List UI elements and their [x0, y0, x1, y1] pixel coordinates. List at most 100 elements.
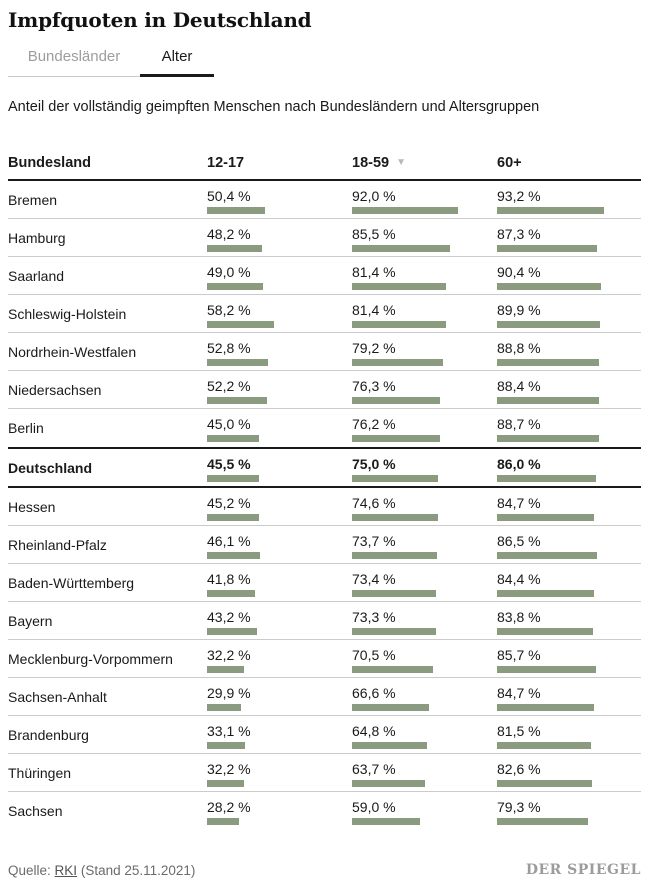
value-bar [497, 435, 599, 442]
cell-60plus: 85,7 % [497, 645, 641, 673]
row-label: Nordrhein-Westfalen [8, 343, 137, 360]
value-bar [207, 358, 268, 366]
chart-footer: Quelle: RKI (Stand 25.11.2021) DER SPIEG… [8, 862, 641, 878]
table-row: Schleswig-Holstein 58,2 % 81,4 % 89,9 % [8, 295, 641, 333]
table-row: Bremen 50,4 % 92,0 % 93,2 % [8, 181, 641, 219]
cell-60plus: 90,4 % [497, 262, 641, 290]
cell-60plus: 86,5 % [497, 531, 641, 559]
value-bar [207, 703, 242, 711]
table-row: Berlin 45,0 % 76,2 % 88,7 % [8, 409, 641, 447]
value-bar [352, 244, 451, 252]
cell-18-59: 63,7 % [352, 759, 497, 787]
value-label: 93,2 % [497, 187, 541, 204]
value-bar [352, 665, 434, 673]
value-label: 73,4 % [352, 570, 396, 587]
column-header-18-59[interactable]: 18-59 ▼ [352, 155, 497, 171]
value-bar [352, 396, 440, 404]
source-link-rki[interactable]: RKI [54, 862, 78, 878]
cell-12-17: 41,8 % [207, 569, 352, 597]
cell-12-17: 32,2 % [207, 759, 352, 787]
cell-12-17: 29,9 % [207, 683, 352, 711]
row-label: Schleswig-Holstein [8, 305, 127, 322]
value-label: 74,6 % [352, 494, 396, 511]
value-label: 86,0 % [497, 455, 541, 472]
cell-12-17: 50,4 % [207, 186, 352, 214]
chart-subtitle: Anteil der vollständig geimpften Mensche… [8, 99, 540, 115]
cell-12-17: 32,2 % [207, 645, 352, 673]
value-label: 76,3 % [352, 377, 396, 394]
value-label: 41,8 % [207, 570, 251, 587]
cell-60plus: 84,7 % [497, 683, 641, 711]
tab-bar: Bundesländer Alter [8, 44, 641, 77]
cell-18-59: 75,0 % [352, 454, 497, 482]
page-title: Impfquoten in Deutschland [8, 8, 312, 32]
value-bar [207, 396, 267, 404]
row-label: Sachsen-Anhalt [8, 688, 107, 705]
value-bar [497, 665, 596, 673]
tab-alter[interactable]: Alter [140, 44, 214, 77]
value-bar [497, 320, 601, 328]
cell-12-17: 45,2 % [207, 493, 352, 521]
value-label: 45,5 % [207, 455, 251, 472]
value-label: 73,7 % [352, 532, 396, 549]
row-label: Saarland [8, 267, 65, 284]
value-label: 50,4 % [207, 187, 251, 204]
row-label: Niedersachsen [8, 381, 102, 398]
cell-60plus: 79,3 % [497, 797, 641, 825]
value-bar [207, 741, 246, 749]
cell-18-59: 73,7 % [352, 531, 497, 559]
tab-bundeslaender[interactable]: Bundesländer [8, 44, 140, 77]
value-bar [497, 703, 595, 711]
value-bar [207, 474, 260, 482]
cell-18-59: 81,4 % [352, 262, 497, 290]
value-label: 88,4 % [497, 377, 541, 394]
row-label: Berlin [8, 420, 44, 436]
table-row: Sachsen-Anhalt 29,9 % 66,6 % 84,7 % [8, 678, 641, 716]
value-bar [352, 741, 427, 749]
row-label: Hessen [8, 498, 56, 515]
cell-18-59: 76,3 % [352, 376, 497, 404]
cell-12-17: 58,2 % [207, 300, 352, 328]
value-label: 64,8 % [352, 722, 396, 739]
value-label: 89,9 % [497, 301, 541, 318]
column-header-18-59-label: 18-59 [352, 155, 390, 171]
value-bar [352, 474, 439, 482]
cell-60plus: 88,7 % [497, 414, 641, 442]
value-bar [352, 282, 446, 290]
cell-60plus: 83,8 % [497, 607, 641, 635]
value-label: 76,2 % [352, 416, 396, 432]
cell-60plus: 93,2 % [497, 186, 641, 214]
table-row: Hamburg 48,2 % 85,5 % 87,3 % [8, 219, 641, 257]
cell-12-17: 28,2 % [207, 797, 352, 825]
value-bar [497, 358, 600, 366]
column-header-12-17[interactable]: 12-17 [207, 155, 352, 171]
cell-18-59: 73,3 % [352, 607, 497, 635]
row-label: Sachsen [8, 803, 63, 819]
value-label: 79,2 % [352, 339, 396, 356]
row-label: Hamburg [8, 229, 66, 246]
table-row: Hessen 45,2 % 74,6 % 84,7 % [8, 488, 641, 526]
value-bar [497, 513, 595, 521]
value-bar [207, 551, 260, 559]
source-note: Quelle: RKI (Stand 25.11.2021) [8, 863, 195, 878]
value-label: 79,3 % [497, 799, 541, 815]
cell-60plus: 84,4 % [497, 569, 641, 597]
table-row: Niedersachsen 52,2 % 76,3 % 88,4 % [8, 371, 641, 409]
value-label: 88,7 % [497, 416, 541, 432]
value-label: 81,4 % [352, 263, 396, 280]
value-bar [352, 589, 437, 597]
column-header-60plus[interactable]: 60+ [497, 155, 641, 171]
cell-60plus: 87,3 % [497, 224, 641, 252]
value-label: 73,3 % [352, 608, 396, 625]
value-bar [352, 627, 437, 635]
row-label: Baden-Württemberg [8, 574, 135, 591]
value-label: 32,2 % [207, 760, 251, 777]
value-label: 87,3 % [497, 225, 541, 242]
value-bar [207, 779, 244, 787]
value-bar [352, 358, 444, 366]
cell-18-59: 76,2 % [352, 414, 497, 442]
value-bar [352, 818, 420, 825]
value-bar [207, 320, 274, 328]
cell-18-59: 73,4 % [352, 569, 497, 597]
